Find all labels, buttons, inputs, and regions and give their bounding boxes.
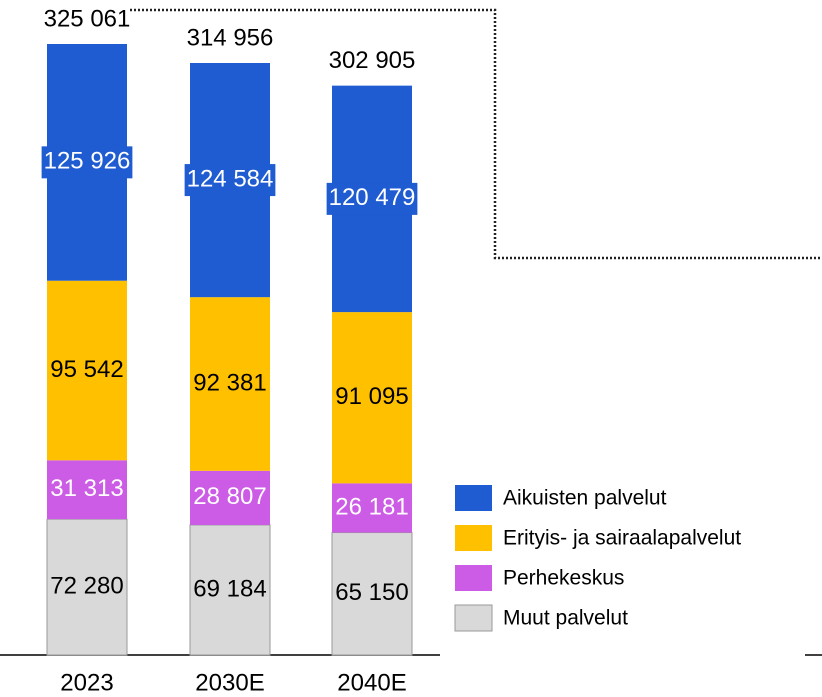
- value-label-text: 125 926: [44, 148, 131, 175]
- legend-label: Erityis- ja sairaalapalvelut: [503, 527, 741, 550]
- value-label-text: 124 584: [187, 165, 274, 192]
- value-label-box: [333, 491, 411, 524]
- value-label-text: 26 181: [335, 493, 408, 520]
- value-label: 65 150: [333, 577, 411, 610]
- legend-swatch: [455, 525, 492, 551]
- value-label: 91 095: [333, 381, 411, 414]
- legend-swatch: [454, 604, 493, 632]
- value-label: 72 280: [48, 571, 126, 604]
- x-tick-label: 2023: [60, 669, 113, 696]
- bracket-line: [130, 8, 822, 260]
- value-label-box: [191, 573, 269, 606]
- value-label-box: [184, 164, 276, 197]
- value-label-box: [48, 354, 126, 387]
- value-label-box: [333, 381, 411, 414]
- value-label: 28 807: [191, 481, 269, 514]
- value-label: 125 926: [41, 146, 133, 179]
- value-label: 31 313: [48, 473, 126, 506]
- value-label: 95 542: [48, 354, 126, 387]
- value-label-text: 69 184: [193, 575, 266, 602]
- value-label-text: 92 381: [193, 369, 266, 396]
- legend-label: Perhekeskus: [503, 567, 624, 590]
- value-label-text: 65 150: [335, 579, 408, 606]
- value-label-text: 72 280: [50, 572, 123, 599]
- value-label: 92 381: [191, 367, 269, 400]
- value-label: 69 184: [191, 573, 269, 606]
- legend-swatch: [455, 565, 492, 591]
- value-label-text: 28 807: [193, 483, 266, 510]
- legend-swatch: [455, 485, 492, 511]
- x-tick-label: 2030E: [195, 669, 264, 696]
- legend-label: Aikuisten palvelut: [503, 487, 667, 510]
- total-label: 302 905: [329, 47, 416, 74]
- value-label: 124 584: [184, 164, 276, 197]
- value-label-box: [41, 146, 133, 179]
- x-tick-label: 2040E: [337, 669, 406, 696]
- value-label-box: [48, 571, 126, 604]
- value-label-box: [48, 473, 126, 506]
- value-label-text: 91 095: [335, 383, 408, 410]
- value-label-box: [191, 367, 269, 400]
- value-label-box: [333, 577, 411, 610]
- legend-label: Muut palvelut: [503, 607, 628, 630]
- value-label-text: 31 313: [50, 475, 123, 502]
- value-label-text: 95 542: [50, 356, 123, 383]
- total-label: 325 061: [44, 5, 131, 32]
- value-label-text: 120 479: [329, 184, 416, 211]
- value-label: 120 479: [326, 182, 418, 215]
- value-label-box: [191, 481, 269, 514]
- value-label: 26 181: [333, 491, 411, 524]
- total-label: 314 956: [187, 24, 274, 51]
- value-label-box: [326, 182, 418, 215]
